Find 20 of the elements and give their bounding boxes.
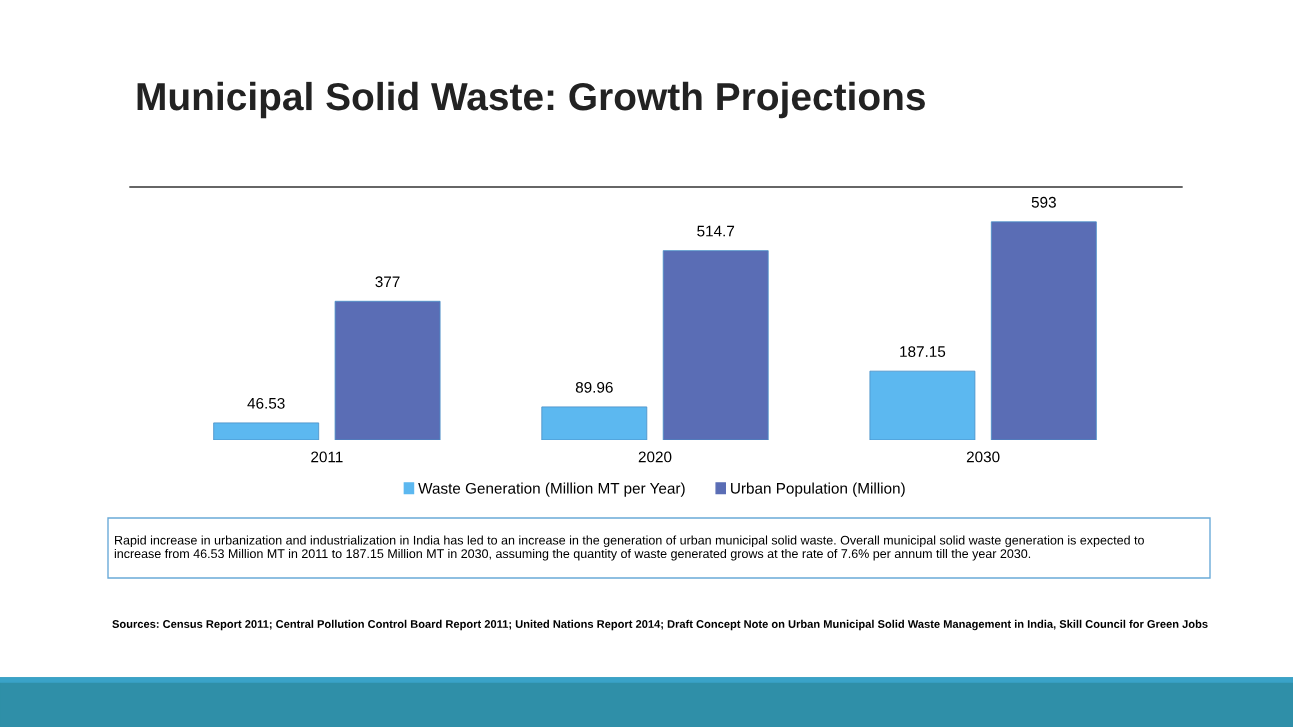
legend-label: Urban Population (Million) [731, 482, 905, 497]
bar [990, 221, 1097, 440]
x-tick-label: 2011 [311, 451, 343, 463]
data-label: 89.96 [575, 381, 613, 393]
data-label: 187.15 [900, 346, 946, 358]
text: Rapid increase in urbanization and industrialization in India has led to an increase in the generation of urban municipal solid waste. Overall municipal solid waste generation is expected to increase from 46.53 Million MT in 2011 to 187.15 Million MT in 2030, assuming the quantity of waste generated grows at the rate of 7.6% per annum till the year 2030. [114, 535, 1144, 561]
chart-title: Municipal Solid Waste: Growth Projections [137, 81, 925, 119]
bar [213, 422, 320, 440]
bar [662, 250, 769, 440]
data-label: 514.7 [697, 225, 735, 237]
x-tick-label: 2020 [638, 451, 672, 463]
source-note: Sources: Census Report 2011; Central Pollution Control Board Report 2011; United Nations Report 2014; Draft Concept Note on Urban Municipal Solid Waste Management in India, Skill Council for Green Jobs [112, 619, 1208, 631]
bar [334, 300, 441, 440]
bar [869, 370, 976, 440]
data-label: 46.53 [247, 397, 285, 409]
legend-label: Waste Generation (Million MT per Year) [418, 482, 685, 497]
x-tick-label: 2030 [966, 451, 1000, 463]
data-label: 377 [375, 276, 400, 288]
data-label: 593 [1031, 196, 1056, 208]
bar [541, 406, 648, 440]
